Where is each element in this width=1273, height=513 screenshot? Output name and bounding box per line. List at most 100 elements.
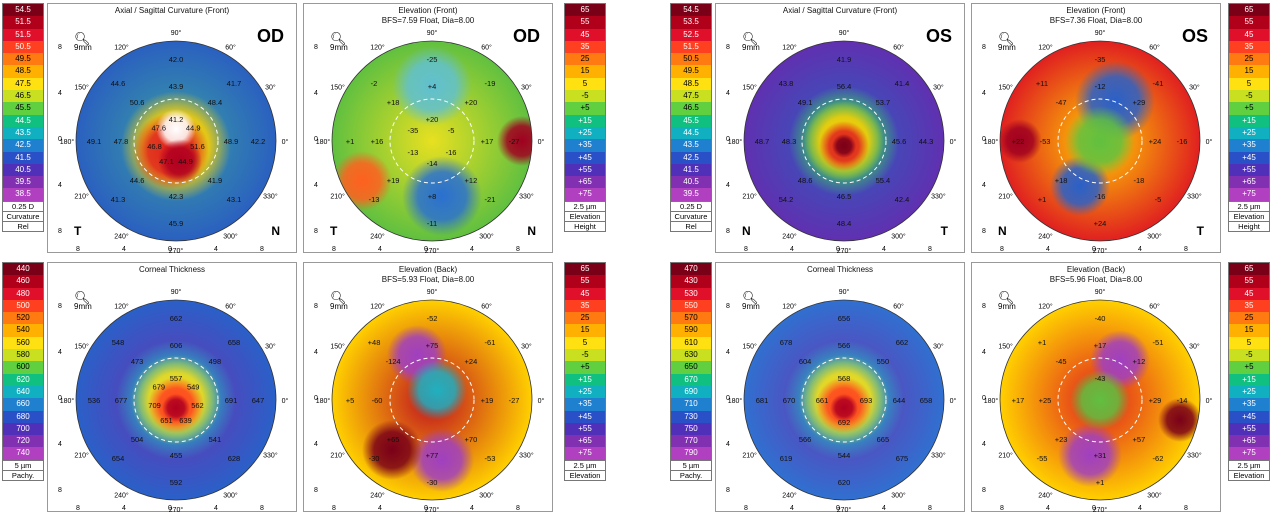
map-reading: -27 [509, 137, 520, 146]
scale-step: +35 [565, 139, 605, 152]
scale-step: 55 [565, 16, 605, 29]
axis-tick-label: 8 [1000, 505, 1004, 512]
pupil-zone-circle [801, 98, 887, 184]
map-reading: 55.4 [876, 176, 891, 185]
scale-step: 65 [1229, 4, 1269, 17]
axis-tick-label: 8 [314, 44, 318, 51]
scale-step: 430 [671, 275, 711, 288]
map-reading: +1 [1038, 338, 1047, 347]
map-reading: 42.2 [251, 137, 266, 146]
map-reading: 544 [838, 451, 851, 460]
angle-label: 210° [742, 452, 757, 460]
angle-label: 180° [728, 138, 743, 146]
axis-tick-label: 8 [982, 44, 986, 51]
angle-label: 120° [114, 44, 129, 52]
angle-label: 30° [265, 84, 276, 92]
angle-label: 30° [933, 343, 944, 351]
angle-label: 180° [984, 138, 999, 146]
axis-tick-label: 8 [58, 487, 62, 494]
angle-label: 240° [1038, 232, 1053, 240]
axis-tick-label: 4 [790, 246, 794, 253]
axis-tick-label: 8 [928, 246, 932, 253]
scale-step: 500 [3, 299, 43, 313]
scale-step: 45.5 [671, 114, 711, 127]
map-reading: 44.6 [130, 176, 145, 185]
scale-step: 790 [671, 447, 711, 460]
scale-step: +5 [1229, 102, 1269, 115]
scale-step: +55 [1229, 163, 1269, 177]
scale-step: 15 [1229, 65, 1269, 78]
map-reading: +31 [1094, 451, 1107, 460]
scale-step: 550 [671, 299, 711, 313]
map-reading: -12 [1095, 82, 1106, 91]
magnify-zoom[interactable]: 🔍︎ 9mm [998, 32, 1016, 52]
pupil-zone-circle [389, 98, 475, 184]
orientation-left: N [742, 224, 751, 238]
angle-label: 210° [742, 193, 757, 201]
map-reading: -5 [448, 126, 455, 135]
axis-tick-label: 4 [122, 505, 126, 512]
map-reading: 592 [170, 478, 183, 487]
map-reading: +75 [426, 341, 439, 350]
axis-tick-label: 4 [982, 90, 986, 97]
map-reading: 644 [893, 396, 906, 405]
angle-label: 90° [427, 29, 438, 37]
map-reading: 41.7 [227, 79, 242, 88]
scale-unit-label: Curvature [3, 210, 43, 221]
scale-step: +25 [565, 385, 605, 399]
scale-step: 700 [3, 422, 43, 436]
magnify-zoom[interactable]: 🔍︎ 9mm [998, 291, 1016, 311]
topography-map: 90° 60° 30° 0° 330° 300° 270° 240° 210° 180° 150° 1… [314, 29, 544, 254]
scale-step: 25 [565, 312, 605, 325]
magnify-zoom[interactable]: 🔍︎ 9mm [74, 291, 92, 311]
angle-label: 0° [282, 397, 289, 405]
scale-step: +25 [565, 126, 605, 140]
map-reading: 44.6 [111, 79, 126, 88]
scale-step: 600 [3, 361, 43, 374]
map-reading: +20 [465, 98, 478, 107]
scale-step: +65 [1229, 435, 1269, 448]
map-reading: +22 [1012, 137, 1025, 146]
magnify-zoom[interactable]: 🔍︎ 9mm [742, 291, 760, 311]
magnify-zoom[interactable]: 🔍︎ 9mm [742, 32, 760, 52]
map-reading: -45 [1056, 357, 1067, 366]
scale-step: +65 [1229, 176, 1269, 189]
orientation-left: T [330, 224, 338, 238]
magnifier-icon: 🔍︎ [330, 290, 347, 305]
axis-tick-label: 0 [424, 505, 428, 512]
scale-step: 41.5 [671, 163, 711, 177]
magnify-zoom[interactable]: 🔍︎ 9mm [330, 290, 348, 311]
magnify-zoom[interactable]: 🔍︎ 9mm [74, 31, 92, 52]
scale-step: 51.5 [3, 16, 43, 29]
topography-map: 90° 60° 30° 0° 330° 300° 270° 240° 210° 180° 150° 1… [726, 29, 956, 254]
scale-unit-label: 2.5 µm [1229, 459, 1269, 470]
map-reading: 692 [838, 418, 851, 427]
map-title: Axial / Sagittal Curvature (Front) [782, 6, 898, 15]
angle-label: 0° [950, 397, 957, 405]
angle-label: 90° [1095, 29, 1106, 37]
magnifier-icon: 🔍︎ [74, 31, 91, 46]
axis-tick-label: 4 [214, 246, 218, 253]
map-reading: 662 [896, 338, 909, 347]
map-reading: +1 [1096, 478, 1105, 487]
map-reading: 693 [860, 396, 873, 405]
axis-tick-label: 0 [58, 136, 62, 143]
scale-step: +35 [1229, 398, 1269, 411]
scale-step: 660 [3, 398, 43, 411]
axis-tick-label: 0 [168, 246, 172, 253]
scale-step: 41.5 [3, 151, 43, 164]
angle-label: 330° [1187, 452, 1202, 460]
pupil-zone-circle [801, 357, 887, 443]
map-reading: -55 [1037, 454, 1048, 463]
angle-label: 120° [370, 303, 385, 311]
angle-label: 300° [479, 232, 494, 240]
angle-label: 90° [839, 29, 850, 37]
angle-label: 270° [837, 506, 852, 513]
scale-step: 46.5 [671, 102, 711, 115]
magnify-zoom[interactable]: 🔍︎ 9mm [330, 32, 348, 52]
map-reading: 44.3 [919, 137, 934, 146]
scale-step: 44.5 [3, 114, 43, 127]
map-reading: -35 [408, 126, 419, 135]
axis-tick-label: 4 [982, 349, 986, 356]
scale-step: +75 [565, 188, 605, 201]
